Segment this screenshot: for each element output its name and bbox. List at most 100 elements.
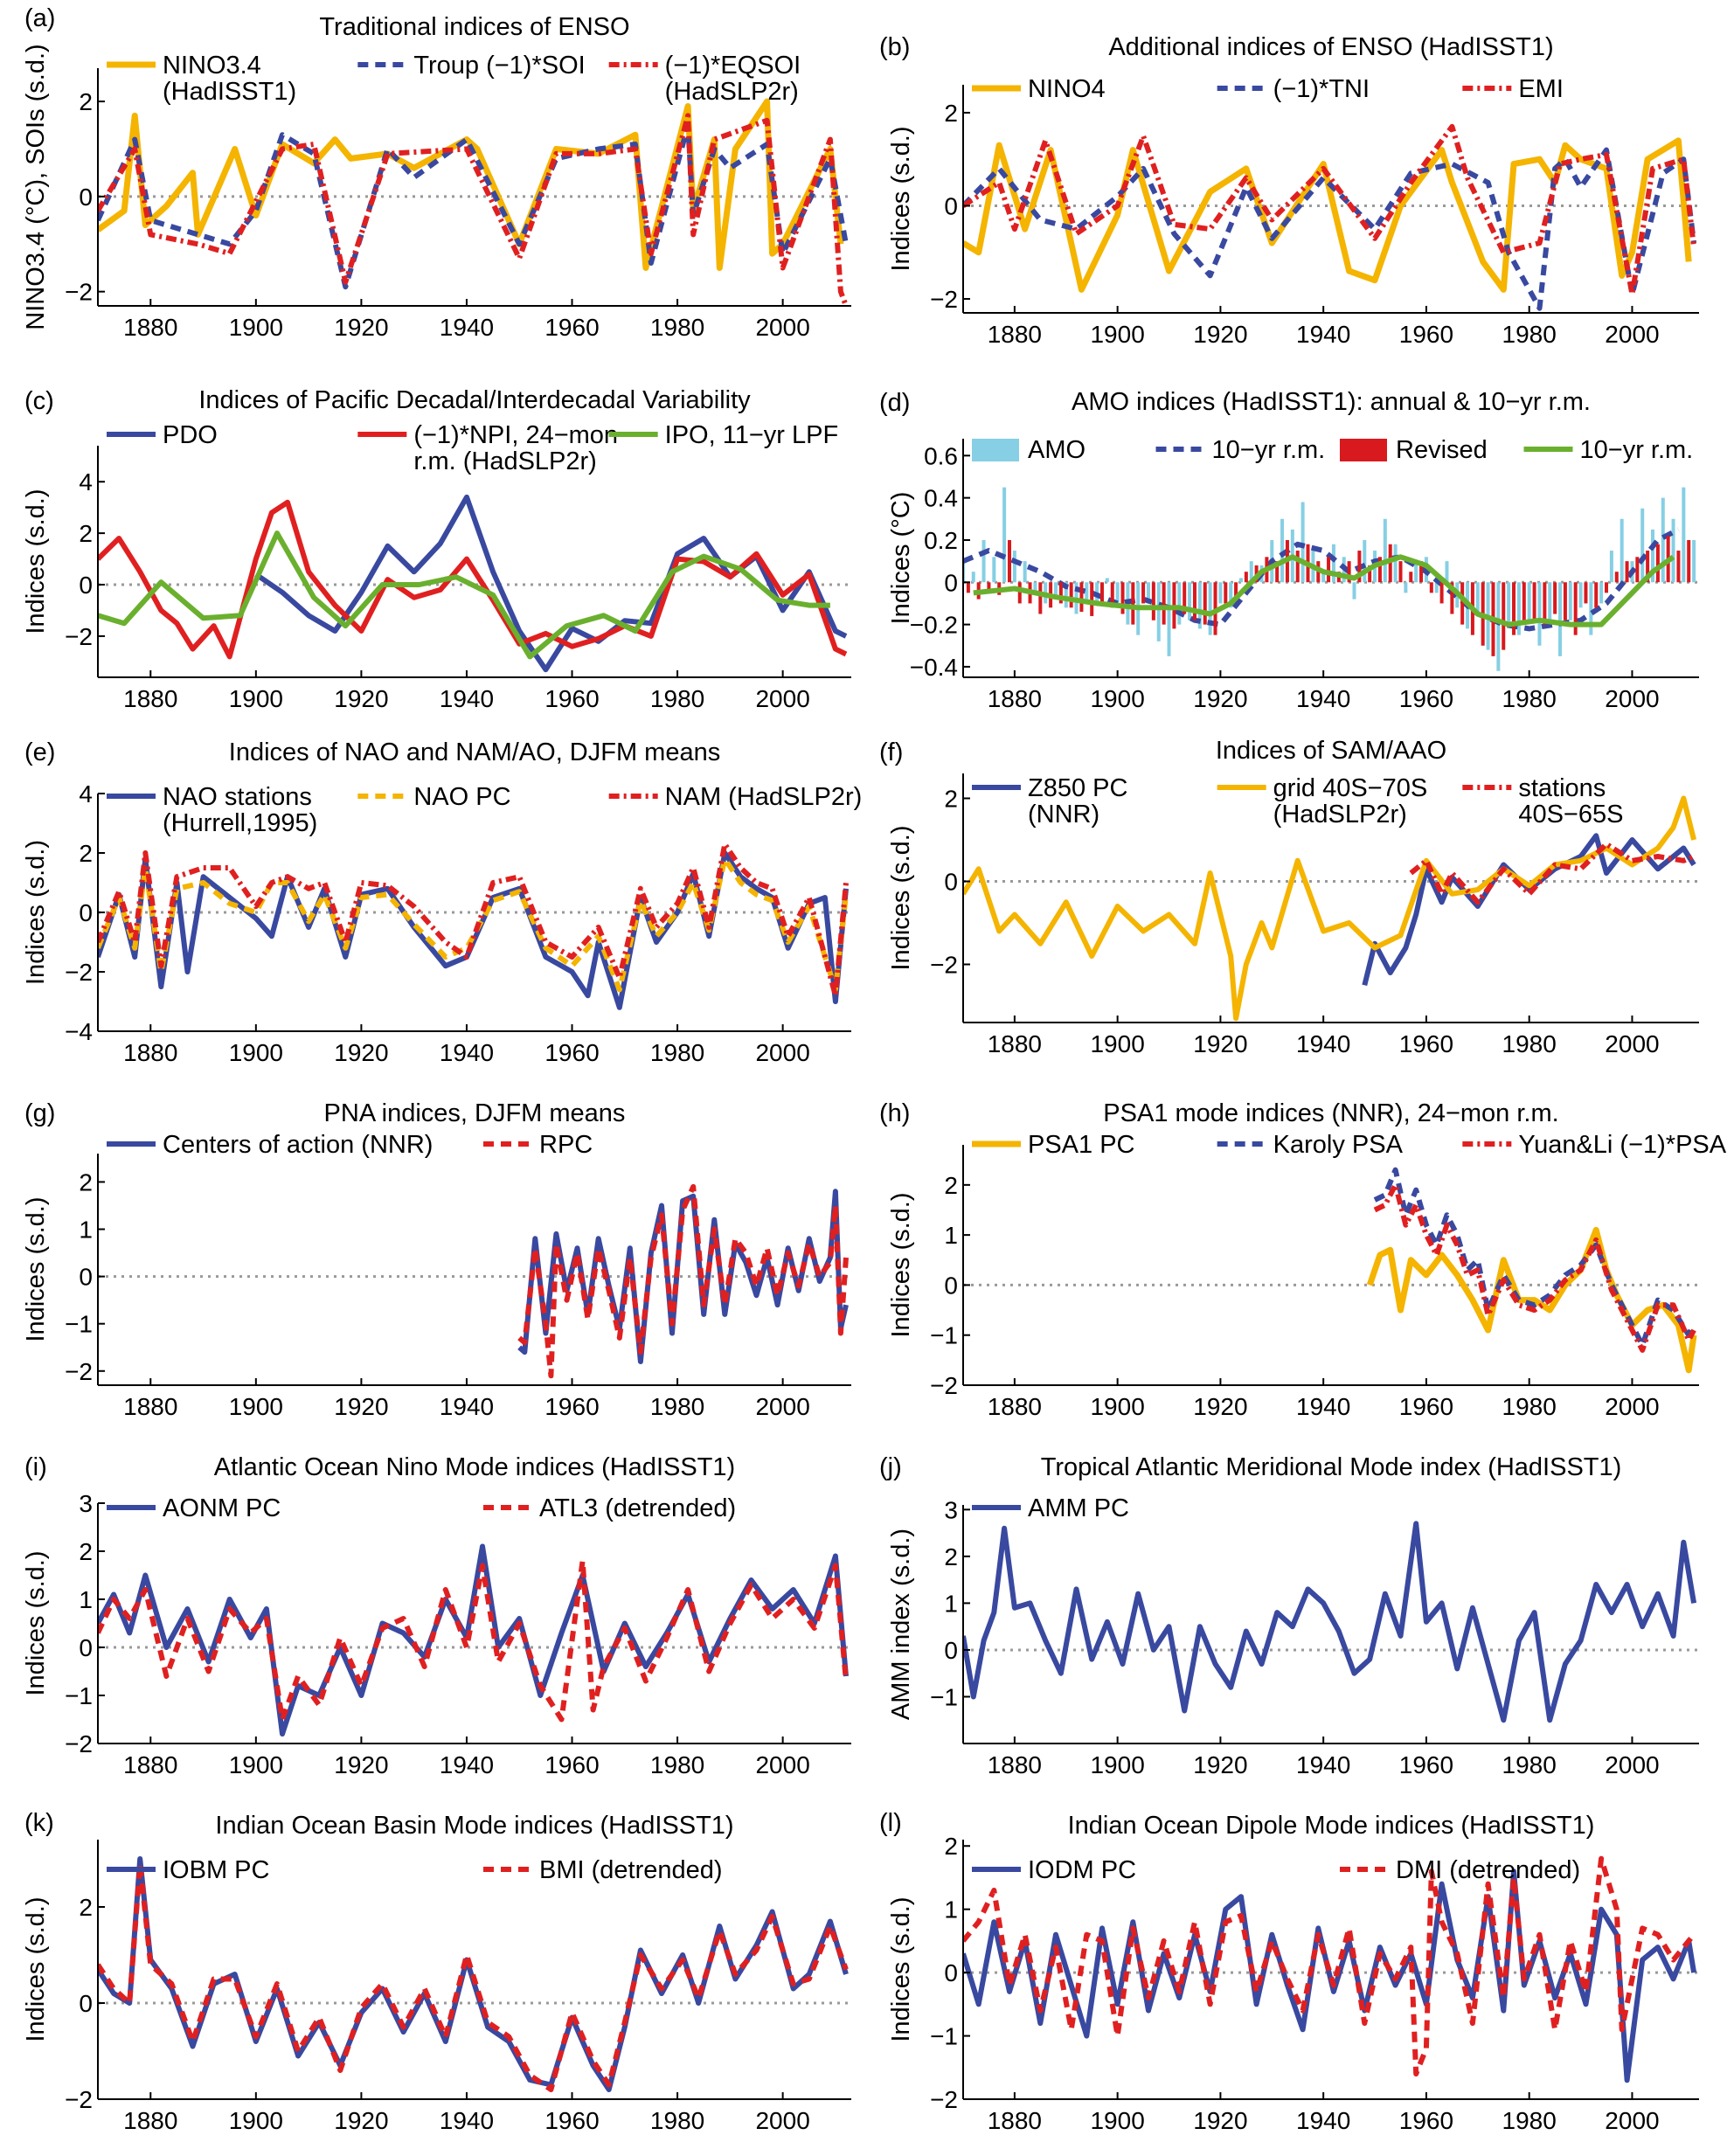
y-tick-label: −0.2 — [910, 612, 958, 639]
x-tick-label: 2000 — [1605, 1751, 1659, 1778]
series-group — [963, 795, 1697, 1022]
y-axis-label: Indices (s.d.) — [22, 1551, 50, 1696]
series-line — [98, 1861, 849, 2092]
legend-label: Revised — [1396, 436, 1488, 464]
x-tick-label: 1920 — [1193, 321, 1247, 348]
x-tick-label: 1960 — [1399, 1751, 1453, 1778]
x-tick-label: 2000 — [755, 2107, 809, 2134]
y-tick-label: −2 — [930, 952, 958, 979]
panel-g: (g) PNA indices, DJFM means −2 −1 0 1 2 1880 190… — [22, 1099, 851, 1420]
y-axis-label: Indices (s.d.) — [887, 1897, 915, 2042]
panel-e: (e) Indices of NAO and NAM/AO, DJFM means… — [22, 738, 862, 1066]
y-tick-label: 0 — [944, 1959, 958, 1986]
x-tick-label: 1940 — [440, 1039, 494, 1066]
panel-label: (d) — [879, 389, 910, 417]
x-tick-label: 2000 — [755, 685, 809, 712]
series-line — [963, 147, 1697, 311]
series-group — [963, 487, 1696, 671]
y-tick-label: −1 — [65, 1311, 93, 1338]
series-line — [517, 1183, 849, 1379]
y-tick-label: −2 — [65, 279, 93, 306]
y-axis-label: Indices (°C) — [887, 492, 915, 625]
y-tick-label: 2 — [79, 88, 93, 115]
legend-label: 10−yr r.m. — [1580, 436, 1694, 464]
chart-title: AMO indices (HadISST1): annual & 10−yr r… — [1072, 388, 1591, 416]
x-tick-label: 1900 — [1090, 1393, 1144, 1420]
x-tick-label: 1880 — [123, 314, 177, 341]
x-tick-label: 1940 — [440, 1751, 494, 1778]
panel-label: (g) — [24, 1099, 55, 1127]
y-tick-label: 0 — [944, 192, 958, 219]
y-axis-label: Indices (s.d.) — [887, 127, 915, 272]
legend-label: IOBM PC — [163, 1856, 269, 1884]
y-axis-label: Indices (s.d.) — [887, 1193, 915, 1338]
panel-label: (k) — [24, 1809, 54, 1837]
x-tick-label: 2000 — [755, 1751, 809, 1778]
y-tick-label: −2 — [930, 2086, 958, 2113]
series-line — [1409, 841, 1696, 905]
series-line — [1362, 833, 1696, 987]
panel-h: (h) PSA1 mode indices (NNR), 24−mon r.m. −… — [879, 1099, 1727, 1420]
chart-title: Indices of NAO and NAM/AO, DJFM means — [229, 738, 720, 766]
series-line — [98, 856, 849, 993]
y-axis-label: Indices (s.d.) — [22, 489, 50, 634]
x-tick-label: 1920 — [334, 1393, 388, 1420]
x-tick-label: 1980 — [1502, 321, 1557, 348]
chart-title: Atlantic Ocean Nino Mode indices (HadISS… — [214, 1453, 735, 1481]
series-line — [973, 554, 1675, 627]
series-line — [1373, 1167, 1696, 1348]
y-tick-label: 2 — [79, 840, 93, 867]
x-tick-label: 1920 — [1193, 1751, 1247, 1778]
y-tick-label: 3 — [79, 1490, 93, 1517]
chart-title: Indian Ocean Basin Mode indices (HadISST… — [215, 1812, 733, 1840]
x-tick-label: 1940 — [440, 685, 494, 712]
legend-sublabel: r.m. (HadSLP2r) — [413, 447, 597, 475]
y-tick-label: 2 — [79, 1168, 93, 1196]
x-tick-label: 1900 — [1090, 321, 1144, 348]
x-tick-label: 2000 — [1605, 685, 1659, 712]
y-tick-label: 1 — [79, 1586, 93, 1613]
y-tick-label: 0.2 — [924, 527, 958, 554]
y-tick-label: −1 — [930, 1683, 958, 1710]
legend-label: NAO stations — [163, 783, 312, 811]
x-tick-label: 1980 — [650, 1751, 704, 1778]
x-tick-label: 1900 — [229, 1751, 283, 1778]
x-tick-label: 1960 — [1399, 321, 1453, 348]
x-tick-label: 1940 — [440, 2107, 494, 2134]
legend-label: AMM PC — [1028, 1494, 1129, 1522]
x-tick-label: 1920 — [1193, 1030, 1247, 1057]
panel-label: (a) — [24, 4, 55, 32]
x-tick-label: 1920 — [1193, 1393, 1247, 1420]
series-line — [98, 1558, 849, 1723]
x-tick-label: 1940 — [1296, 1030, 1350, 1057]
x-tick-label: 2000 — [755, 1039, 809, 1066]
series-line — [98, 499, 848, 660]
legend-label: grid 40S−70S — [1273, 774, 1428, 802]
legend-label: 10−yr r.m. — [1212, 436, 1326, 464]
y-axis-label: Indices (s.d.) — [22, 1897, 50, 2042]
x-tick-label: 1880 — [988, 2107, 1042, 2134]
legend-label: (−1)*EQSOI — [665, 52, 801, 80]
x-tick-label: 1940 — [1296, 321, 1350, 348]
panel-a: (a) Traditional indices of ENSO −2 0 2 1880 19… — [22, 4, 851, 341]
legend-sublabel: (HadISST1) — [163, 78, 296, 106]
panel-b: (b) Additional indices of ENSO (HadISST1)… — [879, 33, 1699, 348]
series-group — [98, 98, 849, 306]
x-tick-label: 1960 — [1399, 2107, 1453, 2134]
legend-label: stations — [1518, 774, 1606, 802]
legend-label: NAM (HadSLP2r) — [665, 783, 863, 811]
y-tick-label: −0.4 — [910, 654, 958, 681]
y-tick-label: 2 — [944, 100, 958, 127]
x-tick-label: 2000 — [1605, 1030, 1659, 1057]
x-tick-label: 1940 — [440, 314, 494, 341]
y-tick-label: 0 — [944, 1637, 958, 1664]
series-line — [963, 1521, 1697, 1723]
x-tick-label: 1900 — [1090, 2107, 1144, 2134]
x-tick-label: 1920 — [334, 1039, 388, 1066]
panel-label: (e) — [24, 738, 55, 766]
x-tick-label: 1900 — [1090, 1030, 1144, 1057]
y-tick-label: −4 — [65, 1018, 93, 1045]
x-tick-label: 1920 — [1193, 685, 1247, 712]
x-tick-label: 1960 — [544, 685, 599, 712]
x-tick-label: 1940 — [1296, 685, 1350, 712]
